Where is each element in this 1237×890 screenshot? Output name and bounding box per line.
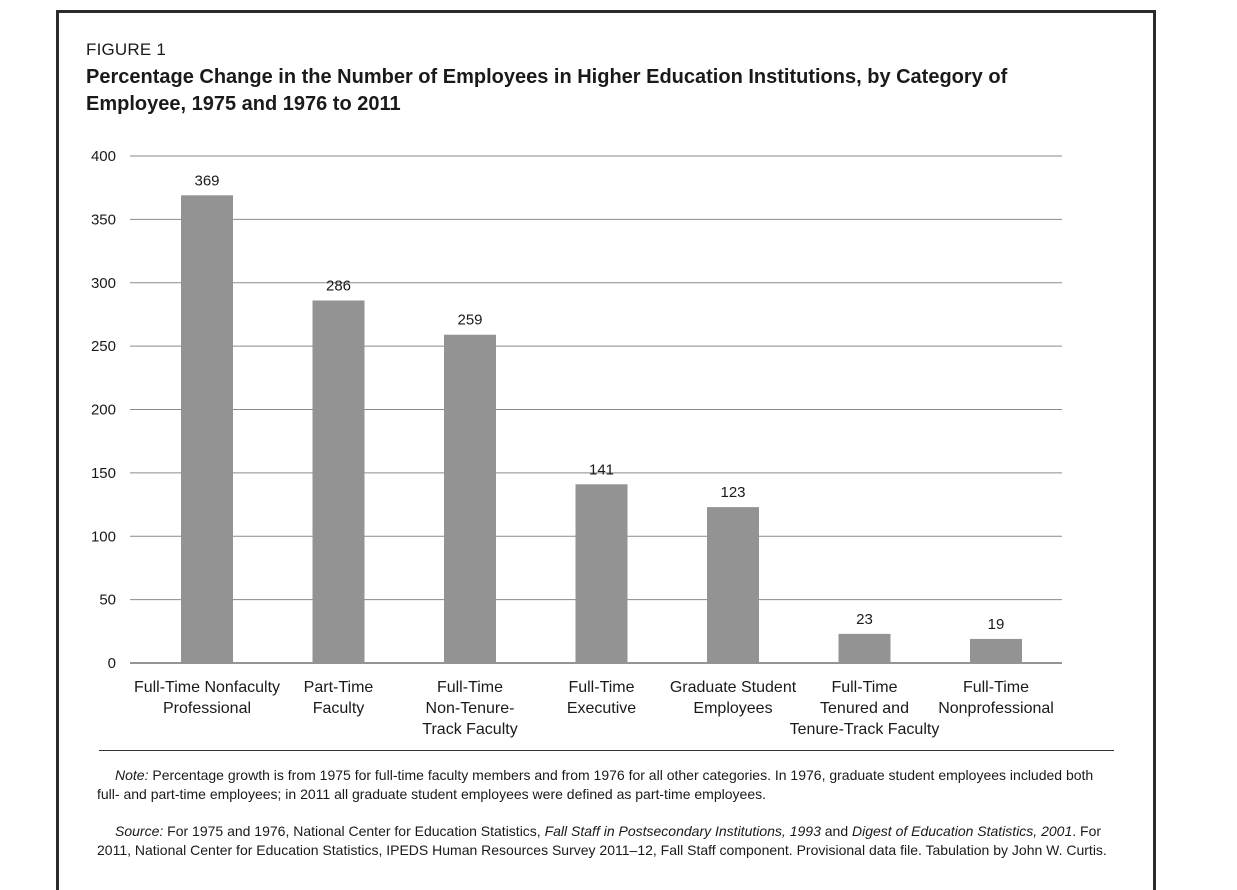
y-tick-label: 250: [91, 338, 116, 355]
y-tick-label: 400: [91, 148, 116, 165]
x-category-label: Part-Time Faculty: [304, 679, 374, 717]
note-paragraph: Note: Percentage growth is from 1975 for…: [97, 766, 1117, 804]
figure-frame: [56, 10, 1156, 890]
data-labels: 369 286 259 141 123 23 19: [194, 172, 1004, 633]
source-text-1: For 1975 and 1976, National Center for E…: [163, 823, 545, 839]
data-label: 19: [988, 616, 1005, 633]
figure-label: FIGURE 1: [86, 40, 167, 59]
bar: [838, 633, 891, 663]
x-category-label: Full-Time Executive: [567, 679, 636, 717]
source-paragraph: Source: For 1975 and 1976, National Cent…: [97, 822, 1117, 860]
bar: [707, 507, 759, 663]
source-text-2: and: [820, 823, 852, 839]
bar: [575, 484, 628, 663]
y-tick-label: 300: [91, 275, 116, 292]
x-axis-categories: Full-Time Nonfaculty Professional Part-Tim…: [134, 679, 1054, 738]
source-title-1: Fall Staff in Postsecondary Institutions…: [544, 823, 821, 839]
footer-divider: [99, 750, 1114, 751]
bars: [181, 195, 1022, 664]
source-label: Source:: [115, 823, 164, 839]
y-tick-label: 350: [91, 211, 116, 228]
note-label: Note:: [115, 767, 149, 783]
y-tick-label: 50: [99, 592, 116, 609]
data-label: 259: [457, 312, 482, 329]
bar: [312, 300, 365, 663]
x-category-label: Full-Time Nonfaculty Professional: [134, 679, 280, 717]
data-label: 369: [194, 172, 219, 189]
y-tick-label: 100: [91, 528, 116, 545]
figure-title: Percentage Change in the Number of Emplo…: [86, 66, 1008, 115]
data-label: 23: [856, 611, 873, 628]
source-title-2: Digest of Education Statistics, 2001: [852, 823, 1073, 839]
x-category-label: Full-Time Nonprofessional: [938, 679, 1054, 717]
y-tick-label: 150: [91, 465, 116, 482]
bar: [444, 334, 496, 663]
note-text: Percentage growth is from 1975 for full-…: [97, 767, 1094, 802]
y-tick-label: 0: [108, 655, 116, 672]
bar: [970, 638, 1022, 663]
x-category-label: Full-Time Non-Tenure-Track Faculty: [422, 679, 517, 738]
data-label: 286: [326, 277, 351, 294]
gridlines: [130, 155, 1062, 664]
data-label: 141: [589, 461, 614, 478]
y-axis-ticks: 0 50 100 150 200 250 300 350 400: [91, 148, 116, 672]
source-text-3: . For 2011, National Center for Educatio…: [97, 823, 1107, 858]
data-label: 123: [720, 484, 745, 501]
y-tick-label: 200: [91, 402, 116, 419]
x-category-label: Graduate Student Employees: [670, 679, 797, 717]
bar: [181, 195, 233, 664]
x-category-label: Full-Time Tenured and Tenure-Track Faculty: [790, 679, 940, 738]
